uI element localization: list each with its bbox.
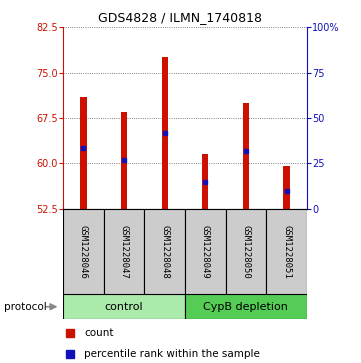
Text: control: control xyxy=(105,302,143,312)
Bar xyxy=(226,209,266,294)
Text: count: count xyxy=(84,328,113,338)
Bar xyxy=(104,209,144,294)
Bar xyxy=(202,154,208,209)
Bar xyxy=(243,103,249,209)
Bar xyxy=(81,97,87,209)
Bar xyxy=(185,294,307,319)
Bar xyxy=(144,209,185,294)
Bar xyxy=(185,209,226,294)
Text: protocol: protocol xyxy=(4,302,46,312)
Bar xyxy=(283,166,290,209)
Text: GSM1228050: GSM1228050 xyxy=(242,224,251,278)
Bar xyxy=(121,112,127,209)
Text: CypB depletion: CypB depletion xyxy=(204,302,288,312)
Bar xyxy=(63,209,104,294)
Bar xyxy=(266,209,307,294)
Text: percentile rank within the sample: percentile rank within the sample xyxy=(84,349,260,359)
Text: GSM1228048: GSM1228048 xyxy=(160,224,169,278)
Text: GSM1228046: GSM1228046 xyxy=(79,224,88,278)
Text: GSM1228049: GSM1228049 xyxy=(201,224,210,278)
Text: GSM1228047: GSM1228047 xyxy=(119,224,129,278)
Text: GSM1228051: GSM1228051 xyxy=(282,224,291,278)
Bar xyxy=(162,57,168,209)
Text: GDS4828 / ILMN_1740818: GDS4828 / ILMN_1740818 xyxy=(99,11,262,24)
Bar xyxy=(63,294,185,319)
